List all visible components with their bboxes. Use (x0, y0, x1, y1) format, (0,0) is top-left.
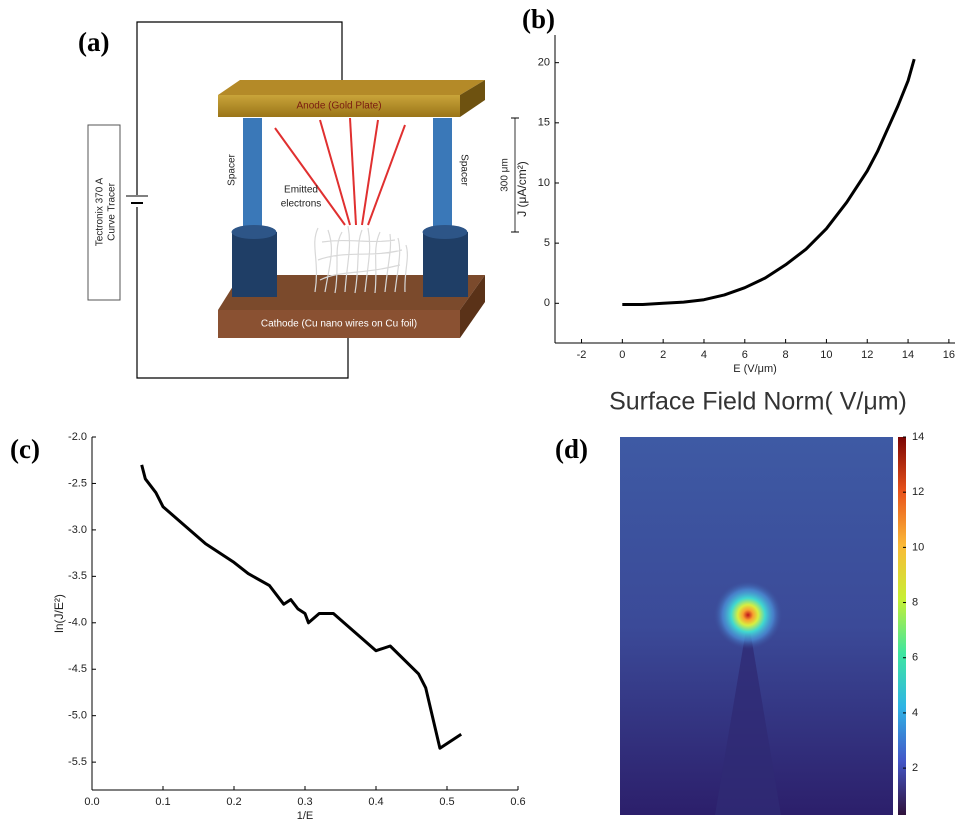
x-tick-label: 10 (820, 349, 832, 361)
y-tick-label: 20 (538, 57, 550, 69)
anode-top (218, 80, 485, 95)
x-tick-label: 12 (861, 349, 873, 361)
x-tick-label: 0.6 (510, 796, 525, 808)
data-line (140, 464, 463, 750)
gap-label: 300 μm (500, 158, 511, 192)
y-axis-label: ln(J/E²) (52, 594, 66, 633)
colorbar-tick-label: 12 (912, 486, 924, 498)
instrument-label: Tectronix 370 A (95, 177, 106, 246)
colorbar-tick-label: 4 (912, 707, 918, 719)
y-tick-label: 0 (544, 297, 550, 309)
x-tick-label: 0.0 (84, 796, 99, 808)
instrument-label: Curve Tracer (107, 182, 118, 240)
colorbar-tick-label: 8 (912, 596, 918, 608)
x-tick-label: 2 (660, 349, 666, 361)
spacer-label: Spacer (458, 154, 469, 186)
diagram: (a) Tectronix 370 A Curve Tracer Cathode… (78, 21, 519, 379)
cathode-side (460, 275, 485, 338)
cathode-label: Cathode (Cu nano wires on Cu foil) (261, 319, 417, 330)
panel-label: (a) (78, 27, 109, 57)
anode-front (218, 95, 460, 117)
nanowires (314, 225, 408, 294)
panel-label: (b) (522, 4, 555, 34)
battery-gap (128, 195, 146, 207)
y-tick-label: -4.0 (68, 617, 87, 629)
y-tick-label: -2.5 (68, 477, 87, 489)
spacer-rod (243, 118, 262, 233)
colorbar (898, 437, 906, 815)
anode-side (460, 80, 485, 117)
field-map (620, 437, 893, 815)
x-tick-label: 6 (742, 349, 748, 361)
colorbar-tick-label: 10 (912, 541, 924, 553)
x-tick-label: -2 (577, 349, 587, 361)
x-axis-label: 1/E (297, 810, 314, 822)
y-tick-label: -5.0 (68, 710, 87, 722)
x-tick-label: 0.3 (297, 796, 312, 808)
spacer-base (423, 232, 468, 297)
colorbar-tick-label: 2 (912, 762, 918, 774)
panel-label: (c) (10, 434, 40, 464)
spacer-base (232, 232, 277, 297)
x-tick-label: 14 (902, 349, 914, 361)
colorbar-tick-label: 14 (912, 431, 924, 443)
y-tick-label: -3.5 (68, 570, 87, 582)
y-tick-label: -5.5 (68, 756, 87, 768)
x-tick-label: 8 (783, 349, 789, 361)
cathode-front (218, 310, 460, 338)
y-tick-label: 10 (538, 177, 550, 189)
x-tick-label: 0.4 (368, 796, 383, 808)
field-hotspot (714, 581, 782, 649)
heatmap-title: Surface Field Norm( V/μm) (609, 388, 907, 416)
spacer-label: Spacer (227, 153, 238, 185)
y-tick-label: 5 (544, 237, 550, 249)
y-tick-label: -3.0 (68, 524, 87, 536)
emitter-tip (715, 618, 781, 815)
x-tick-label: 0.1 (155, 796, 170, 808)
colorbar-tick-label: 6 (912, 652, 918, 664)
x-tick-label: 16 (943, 349, 955, 361)
y-axis-label: J (μA/cm²) (515, 161, 529, 217)
x-tick-label: 4 (701, 349, 707, 361)
spacer-base-top (231, 225, 277, 239)
electrons-label: Emitted (284, 185, 318, 196)
x-tick-label: 0.2 (226, 796, 241, 808)
cathode-top (218, 275, 485, 310)
x-tick-label: 0 (619, 349, 625, 361)
y-tick-label: 15 (538, 117, 550, 129)
panel-label: (d) (555, 434, 588, 464)
y-tick-label: -4.5 (68, 663, 87, 675)
electrons-label: electrons (281, 199, 322, 210)
electron-rays (274, 117, 406, 226)
spacer-rod (433, 118, 452, 233)
instrument-box (87, 124, 121, 301)
data-line (622, 58, 916, 306)
x-tick-label: 0.5 (439, 796, 454, 808)
anode-label: Anode (Gold Plate) (296, 101, 381, 112)
x-axis-label: E (V/μm) (733, 363, 777, 375)
spacer-base-top (422, 225, 468, 239)
y-tick-label: -2.0 (68, 431, 87, 443)
